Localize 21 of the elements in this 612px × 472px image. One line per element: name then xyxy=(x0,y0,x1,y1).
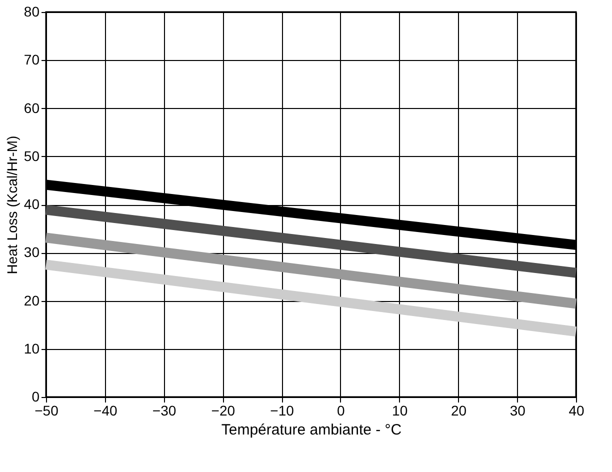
x-tick-label: 10 xyxy=(392,402,408,418)
x-tick-label: −20 xyxy=(211,402,236,418)
x-tick-label: 40 xyxy=(568,402,584,418)
y-tick-label: 80 xyxy=(24,4,40,20)
x-tick-label: −50 xyxy=(34,402,59,418)
y-tick-label: 10 xyxy=(24,340,40,356)
x-tick-label: 20 xyxy=(450,402,467,418)
x-tick-label: −10 xyxy=(270,402,294,418)
y-tick-label: 20 xyxy=(24,292,40,308)
x-axis-title: Température ambiante - °C xyxy=(221,422,402,438)
x-tick-label: −30 xyxy=(152,402,176,418)
y-tick-label: 60 xyxy=(24,100,40,116)
y-tick-label: 40 xyxy=(24,196,40,212)
x-tick-label: −40 xyxy=(94,402,118,418)
y-tick-label: 30 xyxy=(24,244,40,260)
y-tick-label: 70 xyxy=(24,52,40,68)
x-tick-label: 0 xyxy=(337,402,346,418)
y-axis-title: Heat Loss (Kcal/Hr-M) xyxy=(4,136,20,274)
y-tick-label: 0 xyxy=(32,388,40,404)
x-tick-label: 30 xyxy=(510,402,526,418)
y-tick-label: 50 xyxy=(24,148,40,164)
